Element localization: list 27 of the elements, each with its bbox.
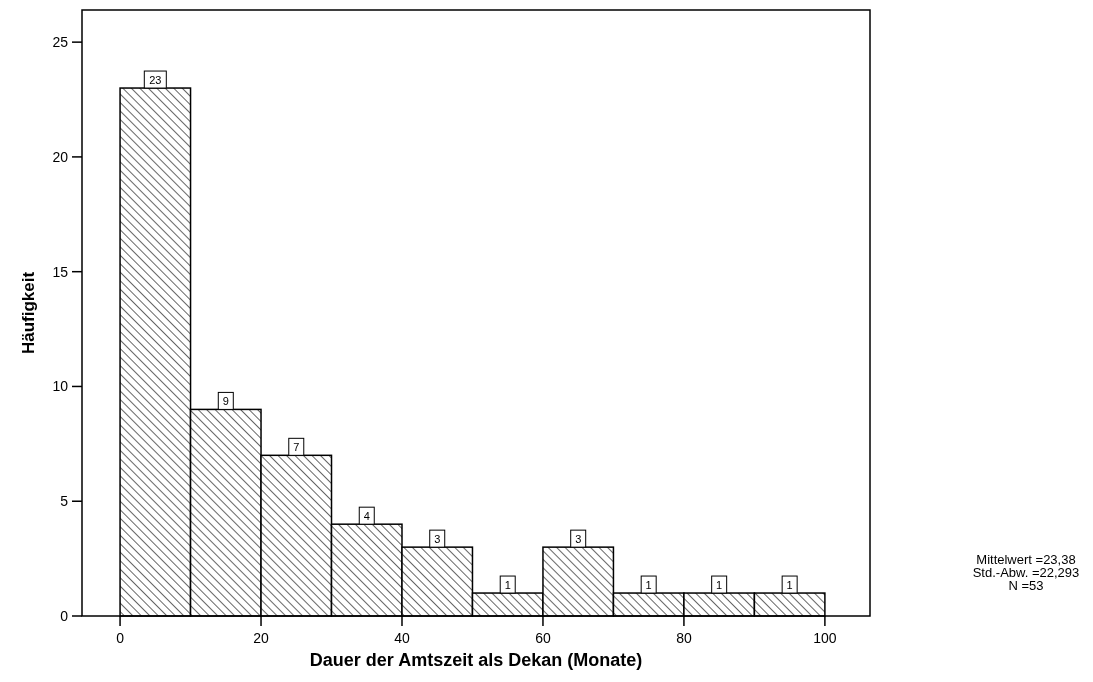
x-tick-label: 60	[535, 630, 551, 646]
y-tick-label: 0	[60, 608, 69, 624]
data-label: 9	[222, 395, 229, 408]
text: Mittelwert =23,38	[976, 552, 1076, 567]
x-tick-label: 20	[253, 630, 270, 646]
data-label: 1	[504, 579, 511, 592]
x-tick-label: 40	[394, 630, 410, 646]
x-axis-title: Dauer der Amtszeit als Dekan (Monate)	[309, 650, 643, 670]
y-tick-label: 5	[60, 493, 69, 510]
data-label: 3	[575, 533, 582, 546]
y-tick-label: 10	[52, 378, 69, 395]
y-axis-title: Häufigkeit	[19, 271, 38, 355]
y-tick-label: 15	[52, 263, 69, 280]
data-label: 1	[786, 579, 793, 592]
x-tick-label: 100	[813, 630, 837, 646]
data-label: 1	[716, 579, 723, 592]
data-label: 3	[434, 533, 441, 546]
x-tick-label: 0	[116, 630, 125, 646]
text: Std.-Abw. =22,293	[972, 565, 1080, 580]
text: N =53	[1008, 578, 1044, 593]
y-tick-label: 20	[52, 148, 69, 165]
x-tick-label: 80	[676, 630, 692, 646]
data-label: 1	[645, 579, 652, 592]
data-label: 4	[363, 510, 370, 523]
data-label: 7	[293, 441, 300, 454]
y-tick-label: 25	[52, 34, 69, 51]
data-label: 23	[149, 74, 162, 87]
